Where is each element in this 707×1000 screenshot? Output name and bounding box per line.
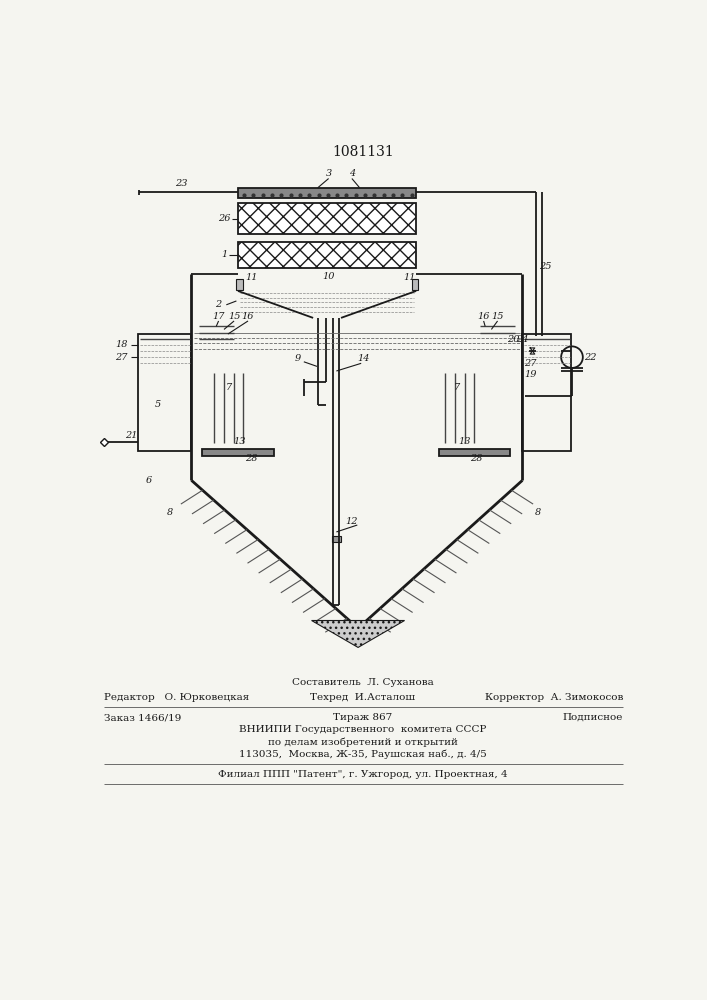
Text: 19: 19 — [524, 370, 537, 379]
Text: Заказ 1466/19: Заказ 1466/19 — [104, 713, 181, 722]
Text: 20: 20 — [507, 335, 520, 344]
Polygon shape — [312, 620, 404, 647]
Bar — [438, 449, 510, 456]
Text: 17: 17 — [212, 312, 225, 321]
Text: 7: 7 — [226, 383, 233, 392]
Text: 6: 6 — [146, 476, 152, 485]
Bar — [411, 279, 418, 290]
Bar — [522, 334, 571, 451]
Text: Составитель  Л. Суханова: Составитель Л. Суханова — [292, 678, 433, 687]
Text: 7: 7 — [454, 383, 460, 392]
Text: 15: 15 — [228, 312, 240, 321]
Text: 25: 25 — [539, 262, 552, 271]
Text: по делам изобретений и открытий: по делам изобретений и открытий — [268, 737, 457, 747]
Text: 28: 28 — [469, 454, 482, 463]
Bar — [332, 536, 341, 542]
Text: 11: 11 — [245, 273, 257, 282]
Bar — [138, 334, 192, 451]
Text: Редактор   О. Юрковецкая: Редактор О. Юрковецкая — [104, 693, 249, 702]
Text: 16: 16 — [477, 312, 490, 321]
Bar — [236, 279, 243, 290]
Text: 13: 13 — [458, 437, 470, 446]
Text: 27: 27 — [115, 353, 128, 362]
Text: 13: 13 — [233, 437, 246, 446]
Text: 1081131: 1081131 — [332, 145, 394, 159]
Text: ВНИИПИ Государственного  комитета СССР: ВНИИПИ Государственного комитета СССР — [239, 725, 486, 734]
Text: 15: 15 — [491, 312, 504, 321]
Text: 113035,  Москва, Ж-35, Раушская наб., д. 4/5: 113035, Москва, Ж-35, Раушская наб., д. … — [239, 750, 486, 759]
Text: 14: 14 — [357, 354, 370, 363]
Bar — [238, 203, 416, 234]
Bar — [238, 188, 416, 198]
Text: 9: 9 — [295, 354, 300, 363]
Text: 22: 22 — [584, 353, 597, 362]
Text: Подписное: Подписное — [563, 713, 623, 722]
Text: 23: 23 — [175, 179, 187, 188]
Text: 1: 1 — [221, 250, 227, 259]
Text: 24: 24 — [516, 335, 529, 344]
Text: 5: 5 — [155, 400, 161, 409]
Text: 3: 3 — [325, 169, 332, 178]
Text: Филиал ППП "Патент", г. Ужгород, ул. Проектная, 4: Филиал ППП "Патент", г. Ужгород, ул. Про… — [218, 770, 508, 779]
Text: Тираж 867: Тираж 867 — [333, 713, 392, 722]
Text: 27: 27 — [524, 359, 537, 368]
Text: 18: 18 — [115, 340, 128, 349]
Text: 10: 10 — [322, 272, 335, 281]
Text: 8: 8 — [167, 508, 173, 517]
Text: 21: 21 — [124, 431, 137, 440]
Text: 28: 28 — [245, 454, 257, 463]
Text: Корректор  А. Зимокосов: Корректор А. Зимокосов — [485, 693, 623, 702]
Text: Техред  И.Асталош: Техред И.Асталош — [310, 693, 415, 702]
Text: 26: 26 — [218, 214, 230, 223]
Text: 4: 4 — [349, 169, 355, 178]
Text: 8: 8 — [534, 508, 541, 517]
Text: 2: 2 — [216, 300, 222, 309]
Text: 12: 12 — [346, 517, 358, 526]
Text: 11: 11 — [404, 273, 416, 282]
Bar — [202, 449, 274, 456]
Text: 16: 16 — [242, 312, 255, 321]
Bar — [238, 242, 416, 268]
